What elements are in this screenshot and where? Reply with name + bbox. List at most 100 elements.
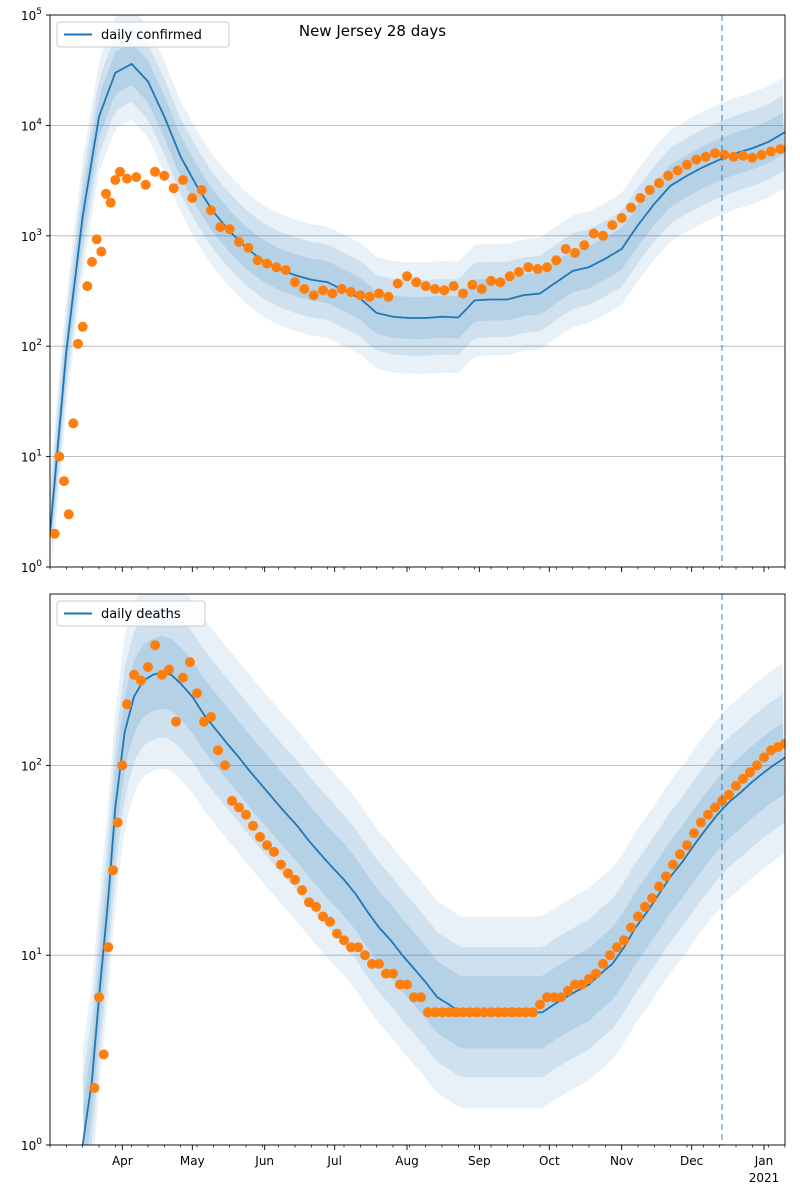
data-point [199, 716, 209, 727]
data-point [458, 1007, 468, 1018]
data-point [68, 418, 79, 429]
data-point [430, 284, 440, 294]
x-tick-label: Sep [468, 1154, 491, 1168]
data-point [112, 817, 123, 828]
data-point [327, 288, 338, 299]
data-point [675, 849, 685, 860]
plot-area [50, 15, 785, 567]
data-point [336, 284, 347, 294]
data-point [360, 950, 370, 961]
data-point [423, 1007, 433, 1018]
data-point [523, 262, 534, 273]
data-point [115, 166, 125, 177]
data-point [89, 1082, 100, 1093]
data-point [227, 795, 237, 806]
data-point [283, 868, 293, 879]
y-tick-label: 103 [21, 228, 42, 244]
data-point [248, 820, 258, 831]
data-point [542, 992, 552, 1003]
data-point [91, 234, 102, 245]
data-point [168, 183, 179, 194]
data-point [551, 255, 562, 266]
y-tick-label: 101 [21, 947, 42, 963]
data-point [598, 958, 608, 969]
data-point [682, 840, 692, 851]
data-point [579, 240, 590, 251]
data-point [308, 290, 319, 301]
data-point [206, 712, 216, 722]
legend-box [56, 600, 206, 627]
data-point [700, 151, 711, 162]
data-point [213, 745, 223, 756]
data-point [591, 968, 601, 979]
uncertainty-band-2 [82, 636, 785, 1145]
data-point [271, 262, 282, 273]
data-point [780, 738, 785, 749]
data-point [759, 752, 769, 763]
data-point [339, 935, 349, 946]
y-tick-label: 100 [21, 1137, 42, 1153]
data-point [507, 1007, 517, 1018]
data-point [105, 197, 116, 208]
data-point [122, 699, 132, 710]
data-point [661, 871, 671, 882]
data-point [437, 1007, 447, 1018]
data-point [164, 664, 174, 675]
data-point [280, 265, 291, 275]
data-point [563, 985, 573, 996]
data-point [532, 264, 543, 274]
x-tick-label: Jul [326, 1154, 341, 1168]
data-point [178, 175, 188, 185]
data-point [465, 1007, 475, 1018]
deaths-panel: 100 101 102 Apr May Jun Jul Aug Sep Oct Nov Dec Jan 2… [21, 593, 786, 1185]
data-point [117, 760, 128, 771]
data-point [724, 789, 734, 800]
data-point [752, 760, 762, 771]
uncertainty-band-0 [82, 594, 785, 1145]
data-point [82, 281, 93, 292]
data-point [131, 172, 142, 183]
data-point [728, 151, 739, 162]
x-tick-label: Dec [680, 1154, 703, 1168]
data-point [612, 942, 622, 953]
data-point [619, 935, 629, 946]
data-point [500, 1007, 510, 1018]
data-point [717, 795, 727, 806]
data-point [738, 150, 748, 161]
chart-title: New Jersey 28 days [299, 22, 446, 40]
data-point [185, 657, 195, 668]
data-point [110, 175, 121, 185]
data-point [644, 185, 655, 195]
data-point [196, 185, 207, 195]
data-point [50, 528, 60, 539]
data-point [570, 247, 580, 258]
data-point [775, 144, 785, 155]
data-point [668, 859, 678, 870]
data-point [136, 675, 146, 686]
data-point [346, 287, 356, 297]
data-point [192, 688, 202, 699]
data-point [220, 760, 230, 771]
data-point [766, 146, 776, 157]
y-tick-label: 105 [21, 7, 42, 23]
data-point [745, 767, 755, 778]
data-point [756, 149, 767, 160]
data-point [98, 1049, 109, 1060]
y-tick-label: 100 [21, 559, 42, 575]
data-point [299, 284, 310, 294]
data-point [654, 178, 664, 189]
data-point [402, 271, 412, 282]
data-point [157, 669, 167, 680]
data-point [635, 193, 646, 203]
data-point [150, 166, 160, 177]
data-point [77, 321, 88, 332]
data-point [430, 1007, 440, 1018]
data-point [374, 288, 384, 299]
y-tick-label: 102 [21, 757, 42, 773]
data-point [353, 942, 363, 953]
data-point [224, 224, 235, 235]
data-point [439, 285, 450, 296]
data-point [63, 509, 74, 520]
data-point [143, 662, 153, 672]
